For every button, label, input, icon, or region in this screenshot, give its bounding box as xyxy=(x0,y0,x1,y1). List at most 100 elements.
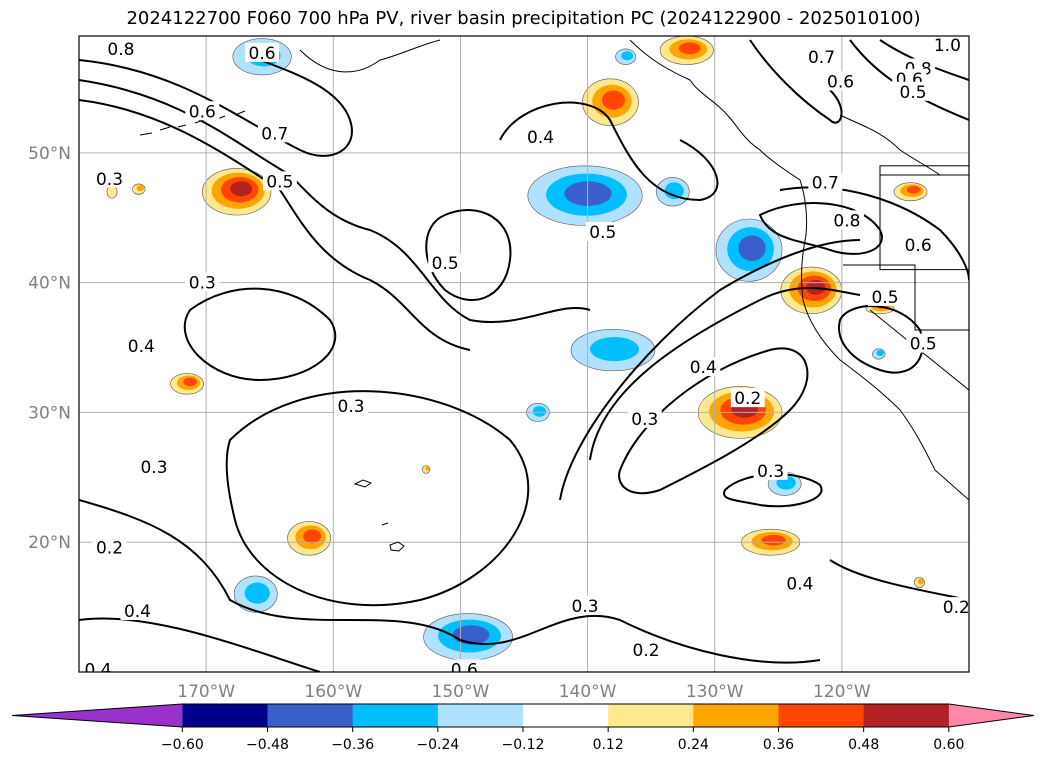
contour-label-bg xyxy=(81,659,116,672)
contour-label-text: 0.7 xyxy=(812,174,839,194)
pv-contour-label: 0.5 xyxy=(428,253,463,274)
pv-contour-label: 0.4 xyxy=(81,659,116,672)
pv-contour-label: 0.5 xyxy=(262,171,297,192)
contour-label-text: 0.5 xyxy=(266,172,293,192)
precip-level-1 xyxy=(590,336,639,362)
precip-blob-neg xyxy=(655,177,690,207)
colorbar-segment xyxy=(182,704,268,727)
precip-blob-pos xyxy=(893,182,928,202)
lon-tick-label: 170°W xyxy=(177,682,235,702)
contour-label-text: 0.5 xyxy=(910,335,937,355)
colorbar-segment xyxy=(352,704,439,727)
contour-label-text: 0.4 xyxy=(527,128,554,148)
contour-label-text: 0.6 xyxy=(249,44,276,64)
coastal-mountains xyxy=(839,114,941,176)
precip-level-1 xyxy=(664,182,684,200)
pv-contour-label: 1.0 xyxy=(930,36,965,56)
precip-blob-pos xyxy=(287,521,332,556)
contour-label-text: 0.7 xyxy=(261,124,288,144)
contour-label-bg xyxy=(124,336,159,356)
pv-contour-upper-2 xyxy=(79,79,591,324)
pv-contour-label: 0.3 xyxy=(753,460,788,482)
pv-contour-left-oval xyxy=(183,287,337,382)
pv-contour-ne-1 xyxy=(749,39,843,124)
pv-contour-label: 0.4 xyxy=(523,127,558,148)
colorbar-segment xyxy=(523,704,609,727)
precip-level-2 xyxy=(303,529,322,544)
contour-label-bg xyxy=(185,272,220,292)
colorbar-tick-label: −0.12 xyxy=(502,737,545,753)
precip-level-1 xyxy=(532,406,547,417)
latitude-tick-labels: 50°N 40°N 30°N 20°N xyxy=(28,144,71,553)
pv-contour-label: 0.6 xyxy=(185,101,220,122)
pv-contour-ring-mid xyxy=(425,209,512,301)
precip-level-2 xyxy=(761,534,786,546)
pv-contour-lower-2 xyxy=(79,617,321,672)
precip-blob-neg xyxy=(872,348,886,360)
contour-label-bg xyxy=(137,456,172,476)
colorbar-segment xyxy=(608,704,694,727)
pv-contour-label: 0.8 xyxy=(103,38,138,60)
contour-label-bg xyxy=(868,286,903,306)
contour-label-text: 0.5 xyxy=(432,254,459,274)
contour-label-bg xyxy=(730,388,765,408)
precip-blob-neg xyxy=(423,613,513,661)
pv-contour-middle-oval xyxy=(225,390,530,607)
precip-blob-neg xyxy=(615,48,637,65)
pv-contour-right-lower xyxy=(829,559,969,601)
lon-tick-label: 130°W xyxy=(686,682,744,702)
contour-label-bg xyxy=(262,171,297,191)
contour-label-bg xyxy=(585,221,620,241)
pv-contour-label: 0.2 xyxy=(730,388,765,409)
precip-level-2 xyxy=(183,377,197,387)
contour-label-bg xyxy=(103,38,138,58)
map-title: 2024122700 F060 700 hPa PV, river basin … xyxy=(126,8,921,29)
pv-contour-label: 0.7 xyxy=(257,123,292,144)
precip-level-1 xyxy=(244,582,270,604)
pv-contour-label: 0.8 xyxy=(829,210,864,231)
colorbar: −0.60 −0.48 −0.36 −0.24 −0.12 0.12 0.24 0.36 0.4… xyxy=(11,703,1035,753)
pv-contour-label: 0.3 xyxy=(627,408,662,430)
longitude-tick-labels: 170°W 160°W 150°W 140°W 130°W 120°W xyxy=(177,682,871,702)
plot-area: 0.8 0.6 0.6 0.7 0.5 0.3 0.4 0.5 0.5 0.3 0.4 0.3 0.3 0… xyxy=(79,36,970,680)
contour-label-bg xyxy=(629,639,664,659)
precip-blob-pos xyxy=(914,576,925,588)
pv-contour-label: 0.5 xyxy=(906,333,941,355)
contour-label-text: 0.4 xyxy=(128,337,155,357)
contour-label-text: 0.6 xyxy=(189,102,216,122)
precip-blob-pos xyxy=(659,36,714,65)
contour-label-text: 0.6 xyxy=(451,660,478,680)
alaska-coastline xyxy=(299,39,441,73)
gridlines xyxy=(79,36,969,672)
contour-label-text: 0.2 xyxy=(943,598,970,618)
contour-label-text: 0.8 xyxy=(107,40,134,60)
precip-level-1 xyxy=(425,466,430,471)
precip-blob-pos xyxy=(582,78,639,126)
plot-frame xyxy=(78,35,970,673)
colorbar-segment xyxy=(693,704,779,727)
lat-tick-label: 20°N xyxy=(28,533,71,553)
pv-contour-label: 0.6 xyxy=(901,234,936,256)
pv-contour-trough-1 xyxy=(589,287,861,461)
contour-label-bg xyxy=(428,253,463,273)
precip-level-2 xyxy=(678,42,701,55)
contour-label-text: 0.5 xyxy=(589,223,616,243)
contour-label-bg xyxy=(447,659,482,672)
pv-contour-label: 0.2 xyxy=(939,597,970,618)
contour-label-bg xyxy=(808,172,843,192)
colorbar-tick-label: 0.36 xyxy=(763,737,794,753)
lon-tick-label: 160°W xyxy=(304,682,362,702)
pv-contour-label: 0.3 xyxy=(185,272,220,294)
pv-contour-upper-ring xyxy=(499,101,719,202)
contour-label-bg xyxy=(92,537,127,557)
pv-contour-upper-3 xyxy=(79,99,471,351)
contour-label-text: 0.3 xyxy=(572,597,599,617)
colorbar-tick-label: 0.60 xyxy=(933,737,964,753)
contour-label-text: 0.3 xyxy=(757,462,784,482)
contour-label-bg xyxy=(930,36,965,55)
contour-label-text: 0.4 xyxy=(786,575,813,595)
contour-label-bg xyxy=(782,573,817,593)
precip-blob-neg xyxy=(527,165,643,226)
contour-label-bg xyxy=(939,597,969,617)
